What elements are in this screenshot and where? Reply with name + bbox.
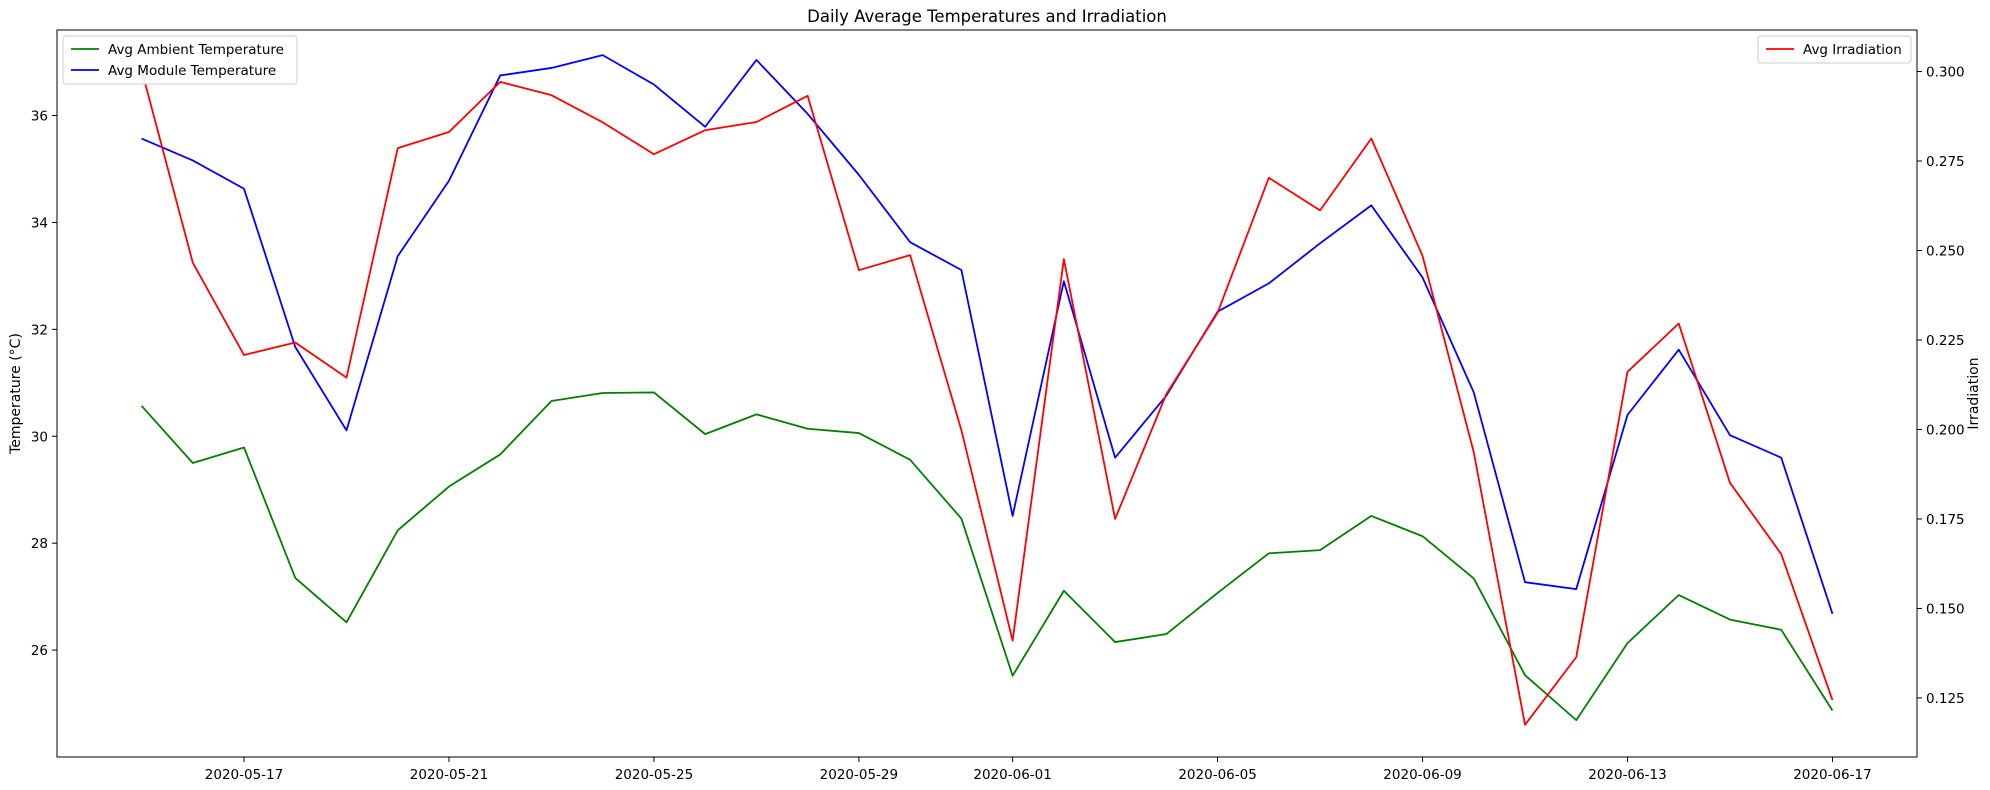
x-tick-label: 2020-06-09 [1383,767,1461,783]
series-line-avg-irradiation [140,69,1834,726]
x-tick-label: 2020-05-17 [205,767,283,783]
y-right-tick-label: 0.125 [1926,691,1965,707]
legend-box [1757,35,1912,64]
x-tick-label: 2020-06-01 [973,767,1051,783]
plot-area [140,54,1834,726]
y-left-tick-label: 28 [31,536,48,552]
axes: 2020-05-17 2020-05-21 2020-05-25 2020-05-29… [31,29,1965,783]
plot-frame [56,29,1918,758]
legend-right: Avg Irradiation [1757,35,1912,64]
legend-label: Avg Module Temperature [108,63,276,79]
y-right-tick-label: 0.275 [1926,154,1965,170]
chart-title: Daily Average Temperatures and Irradiati… [807,7,1167,26]
y-left-tick-label: 30 [31,429,48,445]
y-right-tick-label: 0.200 [1926,422,1965,438]
y-right-tick-label: 0.225 [1926,333,1965,349]
legend-left: Avg Ambient Temperature Avg Module Temper… [62,35,298,85]
y-left-tick-label: 36 [31,109,48,125]
y-left-tick-label: 26 [31,643,48,659]
x-tick-label: 2020-05-29 [820,767,898,783]
x-tick-label: 2020-05-21 [410,767,488,783]
x-tick-label: 2020-06-17 [1793,767,1871,783]
y-axis-right-label: Irradiation [1966,357,1982,429]
y-right-tick-label: 0.175 [1926,512,1965,528]
y-left-tick-label: 32 [31,322,48,338]
y-left-tick-label: 34 [31,215,48,231]
x-tick-label: 2020-05-25 [615,767,693,783]
x-tick-label: 2020-06-05 [1178,767,1256,783]
legend-label: Avg Ambient Temperature [108,42,284,58]
y-axis-left-label: Temperature (°C) [8,333,24,455]
series-line-avg-ambient-temperature [140,391,1834,722]
series-line-avg-module-temperature [141,54,1834,615]
y-right-tick-label: 0.250 [1926,243,1965,259]
x-tick-label: 2020-06-13 [1588,767,1666,783]
y-right-tick-label: 0.150 [1926,601,1965,617]
y-right-tick-label: 0.300 [1926,65,1965,81]
legend-label: Avg Irradiation [1803,42,1902,58]
legend-box [62,35,298,85]
